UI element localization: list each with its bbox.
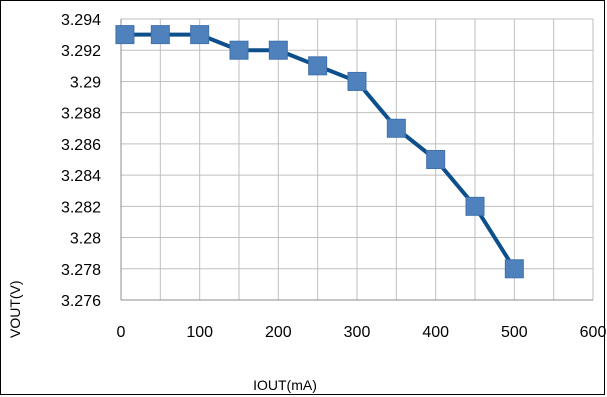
y-tick-label: 3.29 (70, 74, 101, 91)
y-tick-label: 3.284 (61, 168, 101, 185)
x-tick-label: 100 (186, 324, 213, 341)
data-point (308, 56, 328, 76)
y-tick-label: 3.288 (61, 106, 101, 123)
data-point (426, 150, 446, 169)
y-tick-label: 3.286 (61, 137, 101, 154)
data-point (115, 25, 135, 45)
data-point (504, 259, 524, 279)
data-point (229, 40, 249, 60)
y-tick-label: 3.292 (61, 43, 101, 60)
x-tick-label: 500 (501, 324, 528, 341)
x-tick-label: 600 (580, 324, 607, 341)
data-point (465, 196, 485, 216)
x-tick-label: 300 (344, 324, 371, 341)
y-tick-label: 3.28 (70, 231, 101, 248)
y-tick-label: 3.278 (61, 262, 101, 279)
y-axis-title: VOUT(V) (7, 280, 23, 338)
data-point (386, 118, 406, 138)
y-tick-labels: 3.276 3.278 3.28 3.282 3.284 3.286 3.288 3.29 3.… (61, 12, 101, 310)
y-tick-label: 3.276 (61, 293, 101, 310)
series-layer (115, 25, 524, 279)
data-point (190, 25, 210, 45)
y-tick-label: 3.294 (61, 12, 101, 29)
x-axis-title: IOUT(mA) (253, 377, 317, 393)
y-tick-label: 3.282 (61, 199, 101, 216)
data-point (150, 25, 170, 45)
data-point (347, 71, 367, 91)
x-tick-label: 0 (117, 324, 126, 341)
grid (120, 18, 594, 301)
x-tick-label: 200 (265, 324, 292, 341)
x-tick-labels: 0 100 200 300 400 500 600 (117, 324, 607, 341)
x-tick-label: 400 (422, 324, 449, 341)
data-point (268, 40, 288, 60)
